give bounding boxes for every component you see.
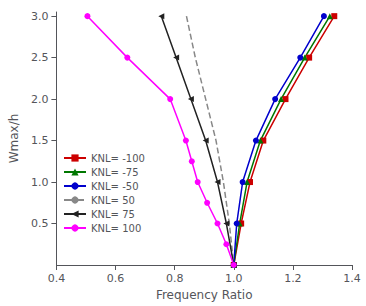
- svg-text:KNL= 50: KNL= 50: [91, 195, 135, 206]
- svg-text:0.8: 0.8: [166, 272, 184, 285]
- svg-text:3.0: 3.0: [31, 10, 49, 23]
- svg-text:1.0: 1.0: [225, 272, 243, 285]
- svg-text:2.5: 2.5: [31, 51, 49, 64]
- svg-text:1.5: 1.5: [31, 134, 49, 147]
- svg-text:0.6: 0.6: [107, 272, 125, 285]
- svg-text:KNL= 75: KNL= 75: [91, 209, 135, 220]
- svg-text:2.0: 2.0: [31, 93, 49, 106]
- svg-text:Frequency Ratio: Frequency Ratio: [156, 288, 253, 302]
- svg-text:1.4: 1.4: [343, 272, 361, 285]
- svg-text:0.5: 0.5: [31, 217, 49, 230]
- svg-text:KNL= -75: KNL= -75: [91, 167, 139, 178]
- svg-text:0.4: 0.4: [48, 272, 66, 285]
- svg-text:1.0: 1.0: [31, 176, 49, 189]
- svg-text:1.2: 1.2: [284, 272, 302, 285]
- svg-text:KNL= -100: KNL= -100: [91, 153, 145, 164]
- svg-text:Wmax/h: Wmax/h: [7, 114, 21, 164]
- svg-text:KNL= 100: KNL= 100: [91, 223, 141, 234]
- svg-text:KNL= -50: KNL= -50: [91, 181, 139, 192]
